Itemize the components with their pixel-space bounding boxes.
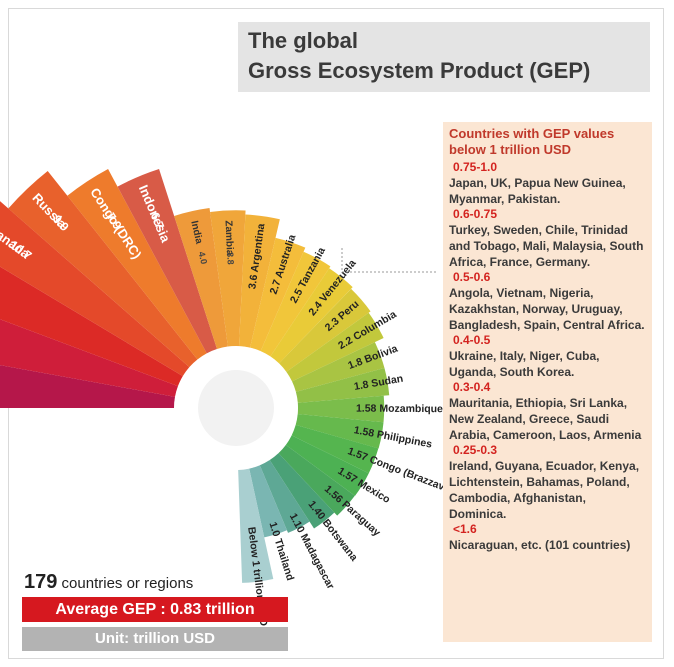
bar-thailand: [249, 465, 287, 538]
bar-bolivia: [292, 342, 385, 392]
average-gep-badge: Average GEP : 0.83 trillion: [22, 597, 288, 622]
group-range: 0.25-0.3: [453, 443, 498, 457]
bar-botswana: [269, 453, 335, 529]
group-countries: Turkey, Sweden, Chile, Trinidad and Toba…: [449, 223, 644, 269]
group-countries: Mauritania, Ethiopia, Sri Lanka, New Zea…: [449, 396, 642, 442]
bar-argentina: [238, 214, 280, 348]
bar-sudan: [295, 368, 390, 403]
title-box: The global Gross Ecosystem Product (GEP): [238, 22, 650, 92]
bar-tanzania: [260, 251, 331, 357]
value-label-indonesia: 6.7: [148, 210, 168, 231]
bar-columbia: [286, 312, 384, 382]
group-range: <1.6: [453, 522, 477, 536]
panel-groups: 0.75-1.0 Japan, UK, Papua New Guinea, My…: [449, 160, 646, 553]
bar-zambia: [210, 210, 246, 347]
title-line-2: Gross Ecosystem Product (GEP): [248, 58, 591, 83]
country-count-text: countries or regions: [61, 575, 194, 592]
bar-india: [174, 208, 228, 349]
connector-line: [341, 248, 436, 273]
group-range: 0.6-0.75: [453, 207, 498, 221]
below-one-trillion-panel: Countries with GEP values below 1 trilli…: [443, 122, 652, 642]
bar-venezuela: [270, 268, 353, 364]
bar-china: [0, 266, 183, 387]
group-range: 0.3-0.4: [453, 380, 491, 394]
country-count: 179 countries or regions: [24, 571, 193, 594]
bar-brazil: [0, 365, 176, 408]
group-countries: Ukraine, Italy, Niger, Cuba, Uganda, Sou…: [449, 349, 600, 379]
bar-below-1-trillion-usd: [238, 468, 274, 583]
bar-u-s-a: [0, 319, 178, 397]
category-label-zambia: Zambia: [223, 220, 235, 256]
country-count-number: 179: [24, 571, 58, 593]
value-label-india: 4.0: [197, 251, 210, 265]
unit-badge: Unit: trillion USD: [22, 627, 288, 651]
group-range: 0.5-0.6: [453, 270, 491, 284]
bar-congo-drc: [67, 168, 207, 360]
category-label-mozambique: 1.58 Mozambique: [356, 403, 443, 416]
bar-congo-brazzaville: [291, 424, 379, 474]
bar-paraguay: [278, 444, 355, 516]
panel-heading: Countries with GEP values below 1 trilli…: [449, 126, 615, 157]
bar-madagascar: [259, 460, 310, 533]
bar-russia: [8, 170, 198, 368]
bar-philippines: [295, 413, 384, 449]
category-label-india: India: [188, 220, 204, 246]
chart-bars: [0, 168, 390, 583]
bar-mexico: [285, 435, 369, 496]
group-countries: Angola, Vietnam, Nigeria, Kazakhstan, No…: [449, 286, 645, 332]
group-range: 0.4-0.5: [453, 333, 491, 347]
bar-indonesia: [117, 168, 217, 354]
group-countries: Nicaraguan, etc. (101 countries): [449, 538, 631, 552]
bar-peru: [279, 288, 371, 372]
title-line-1: The global: [248, 28, 358, 53]
value-label-zambia: 3.8: [225, 252, 236, 265]
bar-australia: [250, 237, 306, 352]
group-countries: Ireland, Guyana, Ecuador, Kenya, Lichten…: [449, 459, 640, 521]
group-range: 0.75-1.0: [453, 160, 498, 174]
chart-center: [174, 346, 298, 470]
group-countries: Japan, UK, Papua New Guinea, Myanmar, Pa…: [449, 176, 626, 206]
center-hub: [198, 370, 274, 446]
bar-canada: [0, 201, 190, 377]
bar-mozambique: [297, 395, 385, 423]
